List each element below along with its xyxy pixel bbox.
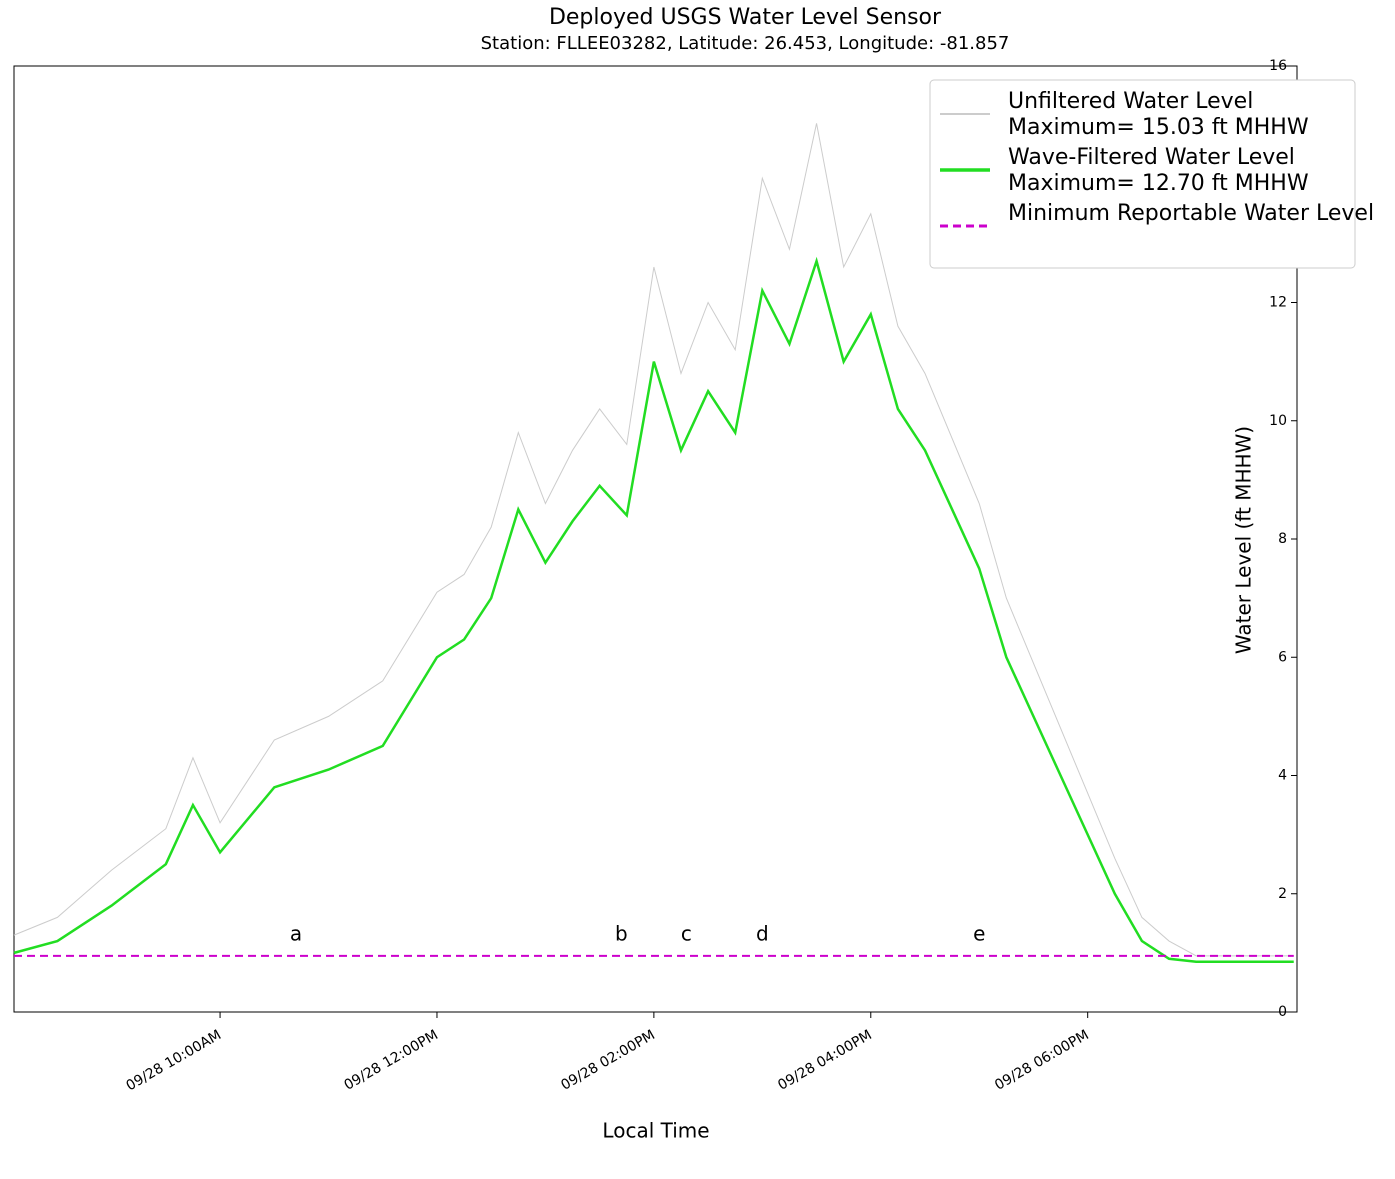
y-tick-label: 0: [1278, 1004, 1287, 1020]
chart-title: Deployed USGS Water Level Sensor: [549, 5, 942, 30]
annotation: d: [756, 922, 769, 946]
annotation: e: [973, 922, 985, 946]
chart-subtitle: Station: FLLEE03282, Latitude: 26.453, L…: [481, 33, 1010, 54]
y-tick-label: 2: [1278, 886, 1287, 902]
y-axis-label: Water Level (ft MHHW): [1232, 426, 1256, 654]
legend-label: Unfiltered Water Level: [1008, 89, 1253, 114]
legend-box: [929, 79, 1356, 269]
y-tick-label: 8: [1278, 531, 1287, 547]
y-tick-label: 10: [1269, 413, 1287, 429]
series-line: [13, 123, 1294, 957]
legend-note: Maximum= 15.03 ft MHHW: [1008, 115, 1309, 140]
annotation: b: [615, 922, 628, 946]
annotation: c: [681, 922, 692, 946]
legend-label: Minimum Reportable Water Level: [1008, 201, 1374, 226]
y-tick-label: 6: [1278, 649, 1287, 665]
y-tick-label: 16: [1269, 58, 1287, 74]
legend-note: Maximum= 12.70 ft MHHW: [1008, 171, 1309, 196]
legend-label: Wave-Filtered Water Level: [1008, 145, 1295, 170]
y-tick-label: 4: [1278, 768, 1287, 784]
annotation: a: [290, 922, 302, 946]
y-tick-label: 12: [1269, 295, 1287, 311]
x-axis-label: Local Time: [602, 1119, 709, 1143]
series-line: [13, 256, 1294, 963]
